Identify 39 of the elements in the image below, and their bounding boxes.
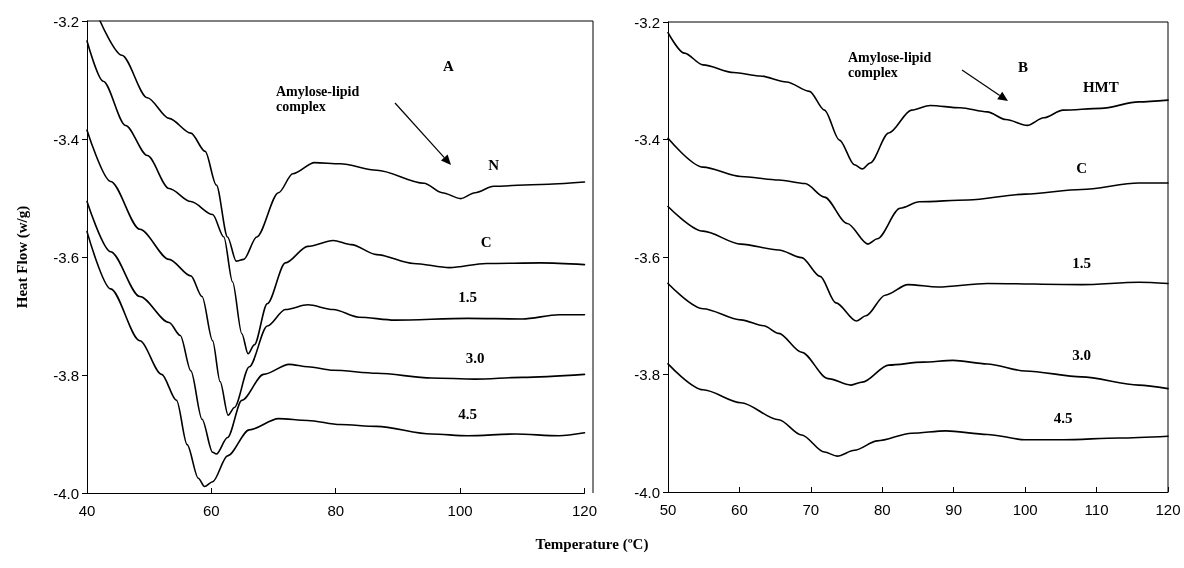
annotation: Amylose-lipid complex xyxy=(848,50,932,80)
y-tick-label: -3.8 xyxy=(53,366,79,384)
y-tick-label: -3.8 xyxy=(634,366,660,383)
annotation: Amylose-lipid complex xyxy=(276,84,360,114)
x-tick-label: 70 xyxy=(802,501,820,518)
x-tick-label: 60 xyxy=(731,501,748,518)
series-label: HMT xyxy=(1082,78,1119,95)
x-axis-title: Temperature (ºC) xyxy=(534,536,650,553)
x-tick-label: 90 xyxy=(945,501,963,518)
series-label: N xyxy=(488,156,500,173)
x-tick-label: 100 xyxy=(1012,501,1038,518)
x-tick-label: 80 xyxy=(873,501,891,518)
series-label: 3.0 xyxy=(465,349,485,366)
series-label: 3.0 xyxy=(1072,347,1091,364)
x-tick-label: 40 xyxy=(78,502,96,519)
x-tick-label: 50 xyxy=(659,501,677,518)
series-label: C xyxy=(1076,159,1087,176)
y-tick-label: -3.6 xyxy=(634,248,660,266)
series-label: 1.5 xyxy=(458,288,477,305)
y-tick-label: -3.2 xyxy=(53,12,79,30)
y-tick-label: -3.4 xyxy=(53,130,79,148)
x-tick-label: 100 xyxy=(447,502,473,519)
y-tick-label: -3.2 xyxy=(634,13,660,31)
x-tick-label: 120 xyxy=(571,502,597,519)
series-label: 4.5 xyxy=(458,406,477,423)
y-tick-label: -4.0 xyxy=(53,484,79,502)
annotation: B xyxy=(1018,59,1029,75)
y-tick-label: -3.4 xyxy=(634,131,660,148)
x-tick-label: 60 xyxy=(203,502,220,519)
y-axis-title: Heat Flow (w/g) xyxy=(13,205,31,309)
series-label: C xyxy=(480,233,492,250)
annotation: A xyxy=(443,58,454,74)
x-tick-label: 120 xyxy=(1155,501,1181,518)
x-tick-label: 80 xyxy=(327,502,345,519)
x-tick-label: 110 xyxy=(1084,501,1109,518)
series-label: 4.5 xyxy=(1053,410,1073,427)
y-tick-label: -4.0 xyxy=(634,483,660,501)
series-label: 1.5 xyxy=(1072,255,1091,272)
y-tick-label: -3.6 xyxy=(53,248,79,266)
